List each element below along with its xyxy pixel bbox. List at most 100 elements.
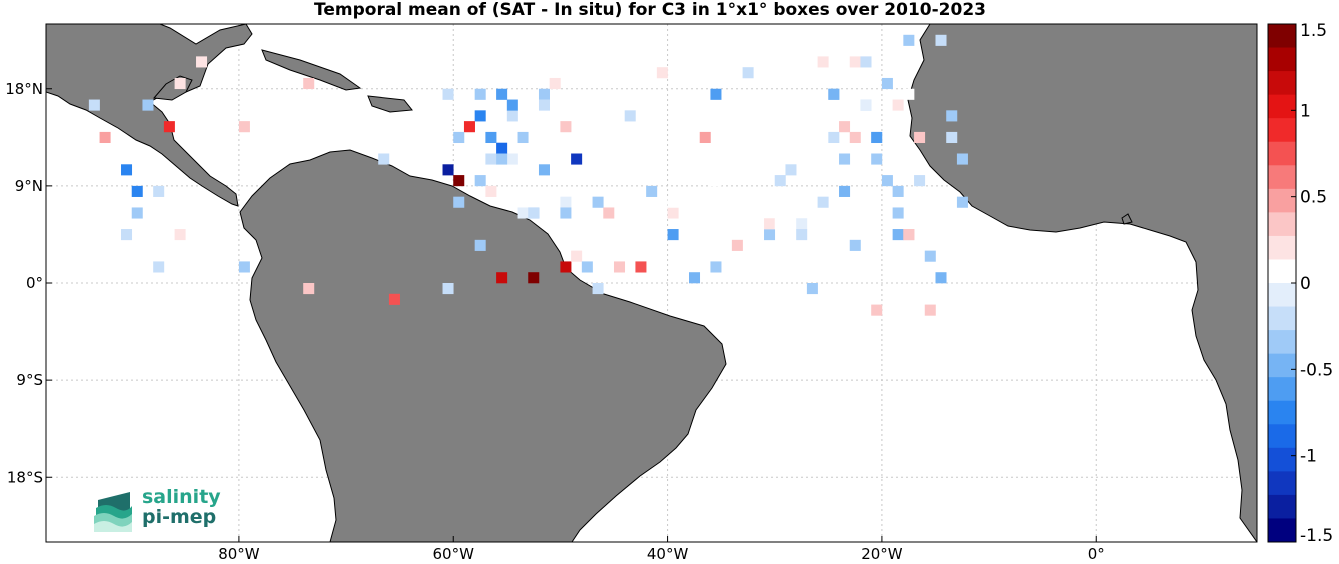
data-cell bbox=[849, 56, 861, 68]
data-cell bbox=[871, 304, 883, 316]
data-cell bbox=[914, 131, 926, 144]
data-cell bbox=[924, 250, 936, 262]
data-cell bbox=[163, 121, 175, 133]
colorbar-swatch bbox=[1268, 71, 1296, 96]
colorbar-tick-label: 0 bbox=[1300, 274, 1311, 294]
data-cell bbox=[667, 207, 679, 219]
colorbar-swatch bbox=[1268, 24, 1296, 49]
data-cell bbox=[956, 196, 968, 208]
data-cell bbox=[667, 229, 679, 241]
data-cell bbox=[710, 261, 722, 273]
data-cell bbox=[914, 175, 926, 187]
y-tick-label: 0° bbox=[26, 274, 43, 292]
data-cell bbox=[581, 261, 593, 273]
cuba-land bbox=[261, 49, 362, 91]
data-cell bbox=[892, 229, 904, 241]
data-cell bbox=[871, 131, 883, 144]
colorbar-swatch bbox=[1268, 377, 1296, 402]
colorbar-swatch bbox=[1268, 283, 1296, 308]
data-cell bbox=[453, 175, 465, 187]
colorbar-swatch bbox=[1268, 212, 1296, 237]
data-cell bbox=[571, 153, 583, 165]
data-cell bbox=[121, 229, 133, 241]
data-cell bbox=[153, 185, 165, 197]
data-cell bbox=[903, 34, 915, 46]
y-tick-label: 18°S bbox=[7, 468, 43, 486]
land-layer bbox=[46, 24, 1257, 542]
data-cell bbox=[817, 56, 829, 68]
colorbar-swatch bbox=[1268, 353, 1296, 378]
data-cell bbox=[689, 272, 701, 284]
data-cell bbox=[924, 304, 936, 316]
data-cell bbox=[496, 88, 508, 100]
colorbar-swatch bbox=[1268, 94, 1296, 119]
colorbar-swatches bbox=[1268, 24, 1296, 543]
data-cell bbox=[935, 34, 947, 46]
data-cell bbox=[560, 121, 572, 133]
data-cell bbox=[121, 164, 133, 176]
data-cell bbox=[238, 121, 250, 133]
data-cell bbox=[485, 153, 497, 165]
colorbar-swatch bbox=[1268, 330, 1296, 355]
data-cell bbox=[710, 175, 722, 187]
x-tick-label: 80°W bbox=[218, 545, 260, 563]
colorbar-swatch bbox=[1268, 494, 1296, 519]
data-cell bbox=[453, 131, 465, 144]
colorbar-tick-label: -1 bbox=[1300, 447, 1317, 467]
data-cell bbox=[764, 229, 776, 241]
data-cell bbox=[485, 185, 497, 197]
data-cell bbox=[881, 175, 893, 187]
salinity-pi-mep-logo: salinity pi-mep bbox=[92, 486, 232, 534]
data-cell bbox=[667, 196, 679, 208]
colorbar-swatch bbox=[1268, 518, 1296, 543]
data-cell bbox=[881, 77, 893, 90]
data-cell bbox=[474, 175, 486, 187]
data-cell bbox=[592, 283, 604, 295]
data-cell bbox=[903, 88, 915, 100]
data-cells bbox=[88, 34, 968, 316]
data-cell bbox=[849, 239, 861, 251]
data-cell bbox=[699, 131, 711, 144]
data-cell bbox=[839, 153, 851, 165]
south-america-land bbox=[239, 149, 727, 542]
data-cell bbox=[453, 196, 465, 208]
data-cell bbox=[303, 77, 315, 90]
data-cell bbox=[131, 207, 143, 219]
data-cell bbox=[196, 56, 208, 68]
y-tick-label: 18°N bbox=[5, 80, 43, 98]
logo-word-pi-mep: pi-mep bbox=[142, 506, 217, 528]
data-cell bbox=[174, 77, 186, 90]
data-cell bbox=[710, 88, 722, 100]
data-cell bbox=[238, 261, 250, 273]
data-cell bbox=[528, 272, 540, 284]
data-cell bbox=[474, 88, 486, 100]
colorbar-swatch bbox=[1268, 188, 1296, 213]
data-cell bbox=[517, 207, 529, 219]
data-cell bbox=[153, 261, 165, 273]
data-cell bbox=[485, 131, 497, 144]
data-cell bbox=[303, 283, 315, 295]
colorbar-tick-label: -1.5 bbox=[1300, 526, 1333, 546]
data-cell bbox=[442, 88, 454, 100]
data-cell bbox=[528, 207, 540, 219]
data-cell bbox=[946, 131, 958, 144]
data-cell bbox=[388, 293, 400, 305]
data-cell bbox=[635, 261, 647, 273]
colorbar-tick-label: -0.5 bbox=[1300, 360, 1333, 380]
x-tick-label: 60°W bbox=[433, 545, 475, 563]
x-tick-label: 0° bbox=[1088, 545, 1105, 563]
data-cell bbox=[517, 131, 529, 144]
data-cell bbox=[656, 67, 668, 79]
colorbar-swatch bbox=[1268, 400, 1296, 425]
data-cell bbox=[88, 99, 100, 111]
data-cell bbox=[496, 272, 508, 284]
data-cell bbox=[935, 272, 947, 284]
data-cell bbox=[142, 99, 154, 111]
colorbar-swatch bbox=[1268, 259, 1296, 284]
colorbar-swatch bbox=[1268, 47, 1296, 72]
data-cell bbox=[442, 164, 454, 176]
data-cell bbox=[506, 110, 518, 122]
africa-land bbox=[907, 24, 1257, 542]
data-cell bbox=[828, 131, 840, 144]
